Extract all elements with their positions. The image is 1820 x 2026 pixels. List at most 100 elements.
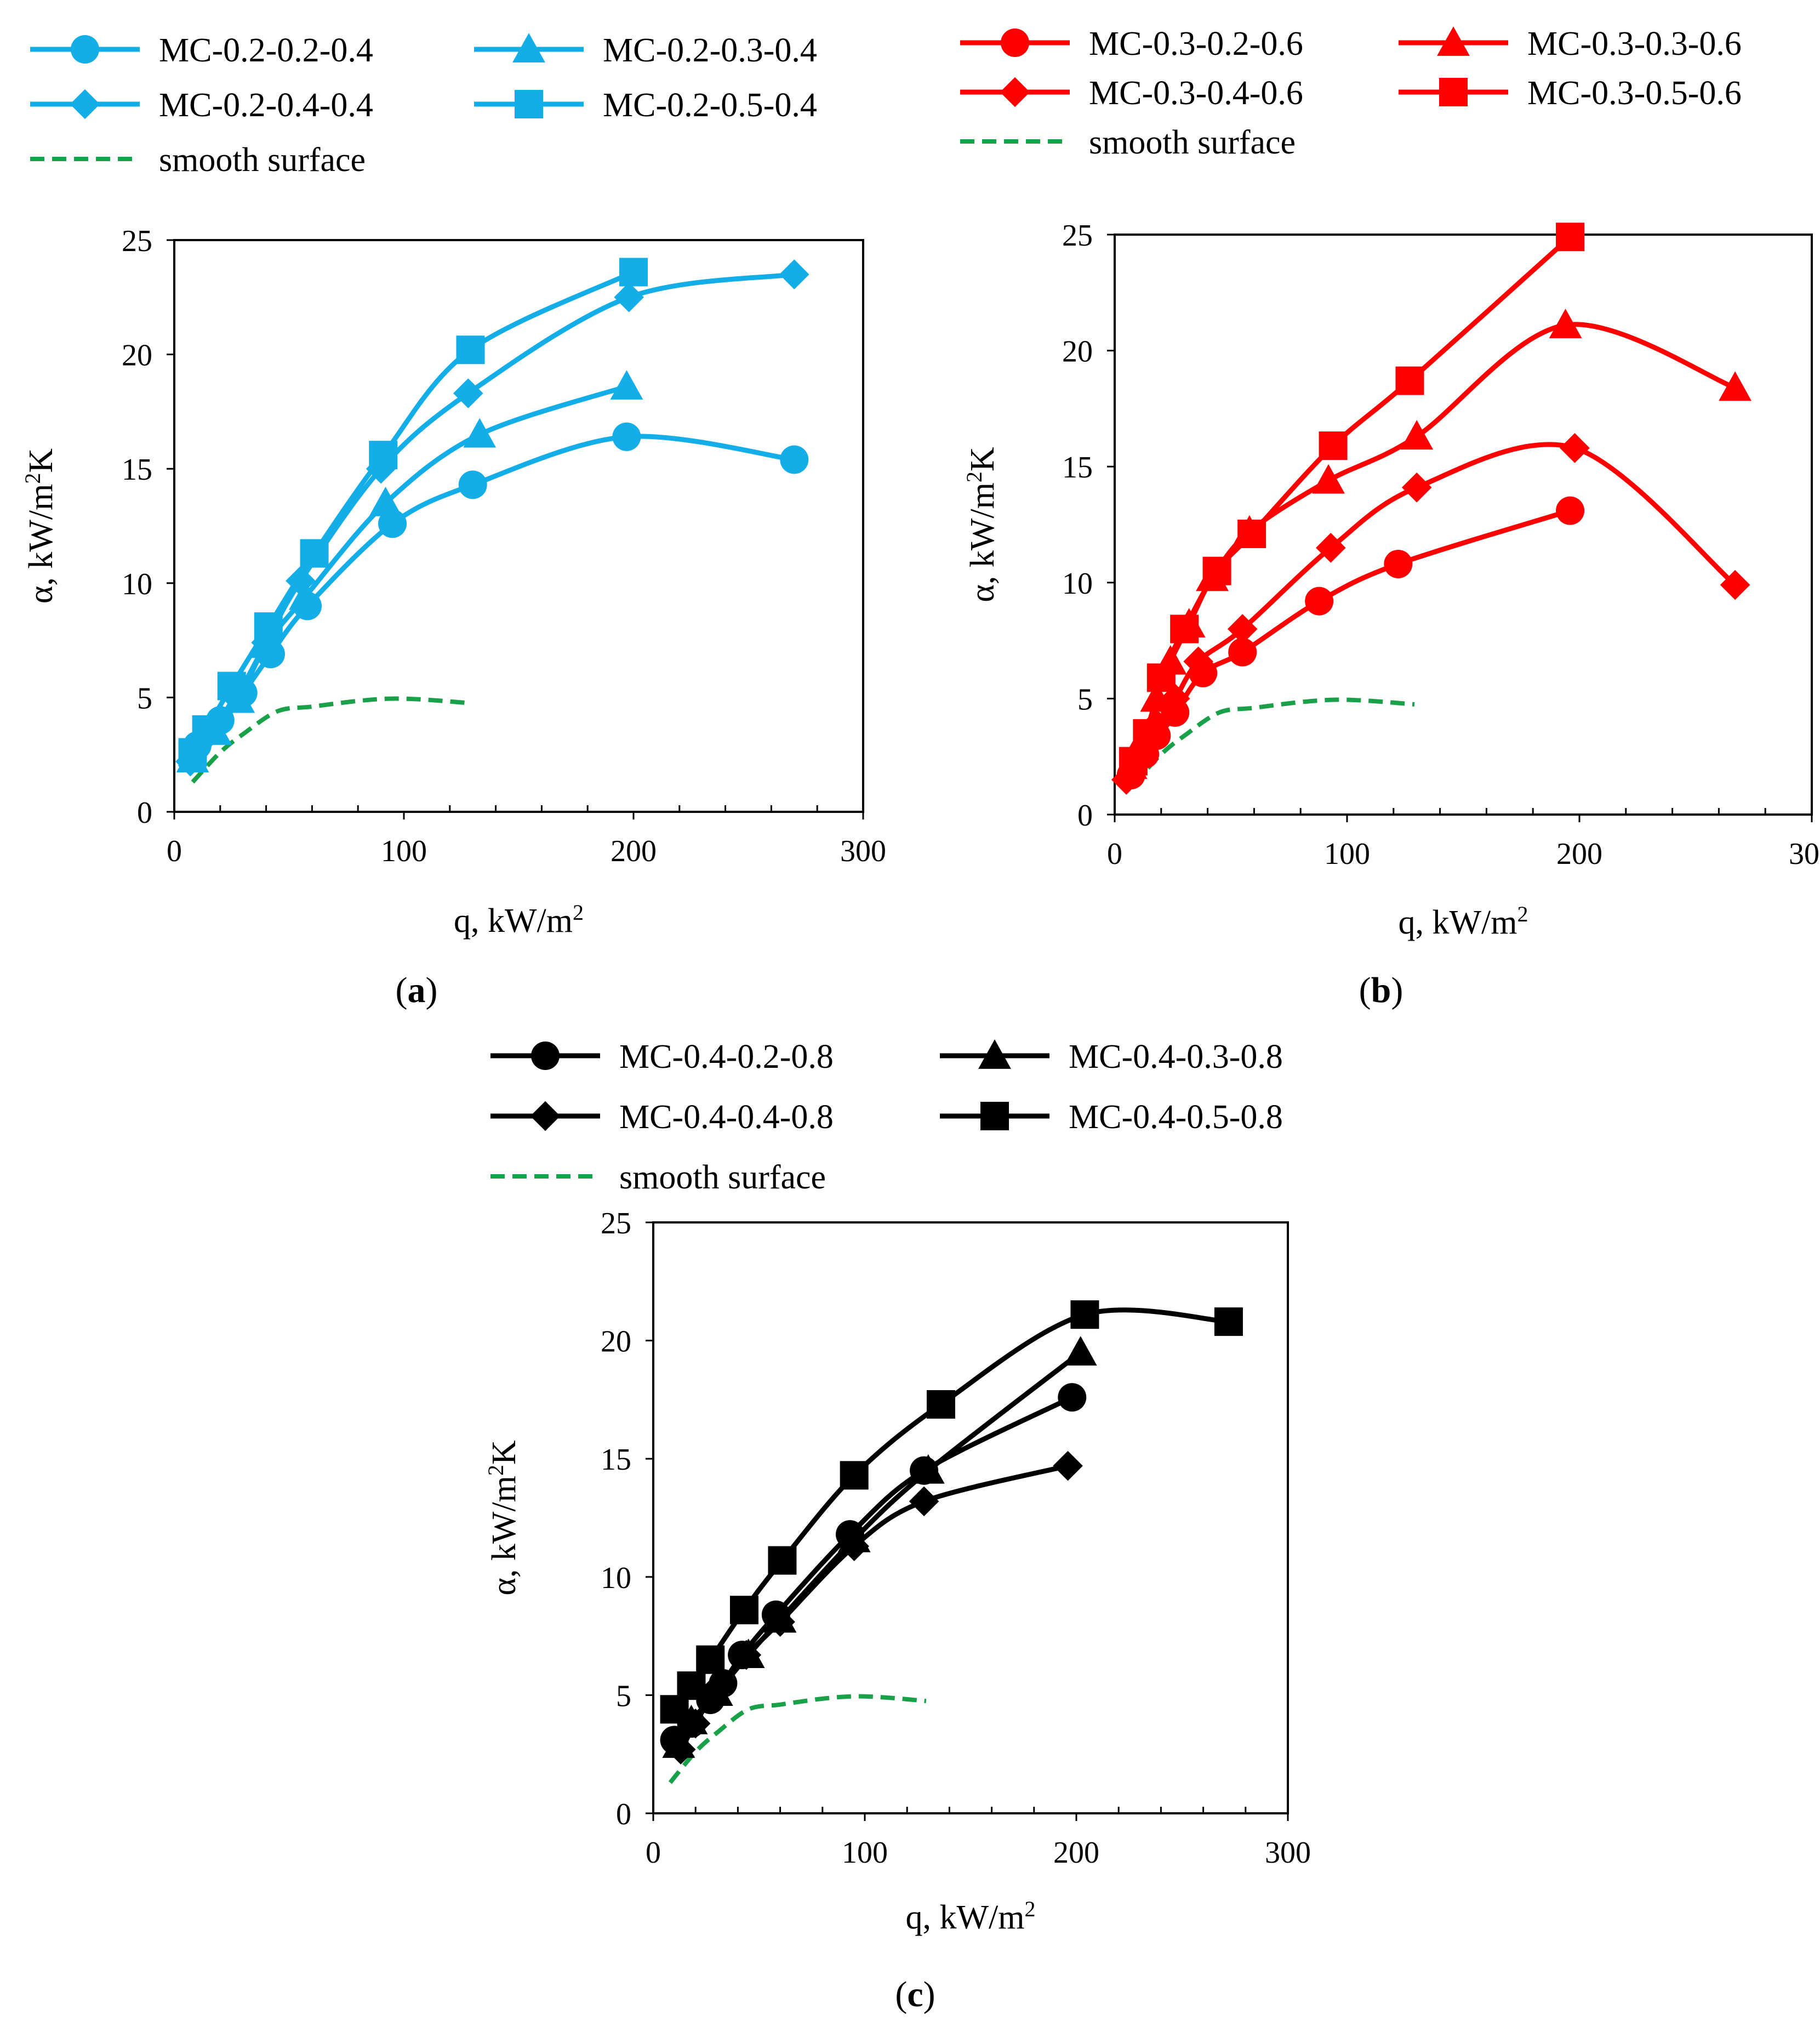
data-point — [1401, 472, 1432, 503]
axis-ticks: 0 100 200 300 0 5 10 15 20 25 — [601, 1207, 1311, 1870]
y-tick-label: 15 — [122, 453, 152, 487]
data-point — [288, 580, 322, 610]
data-point — [677, 1671, 706, 1700]
y-tick-label: 25 — [601, 1207, 631, 1240]
axis-ticks: 0 100 200 300 0 5 10 15 20 25 — [1062, 219, 1820, 871]
legend-label: MC-0.3-0.5-0.6 — [1527, 75, 1742, 112]
data-point — [1400, 420, 1434, 450]
x-tick-label: 0 — [646, 1836, 661, 1870]
data-point — [1556, 496, 1585, 525]
legend-label: MC-0.4-0.5-0.8 — [1069, 1099, 1283, 1136]
data-point — [217, 671, 246, 701]
y-tick-label: 0 — [616, 1797, 631, 1831]
data-point — [1119, 747, 1148, 776]
legend-label: MC-0.4-0.4-0.8 — [619, 1099, 834, 1136]
x-tick-label: 300 — [840, 834, 886, 868]
y-axis-label: α, kW/m2K — [20, 448, 60, 604]
data-point — [1202, 556, 1231, 585]
legend-item: MC-0.2-0.5-0.4 — [474, 87, 817, 124]
y-tick-label: 5 — [1077, 682, 1093, 716]
x-tick-label: 300 — [1789, 837, 1820, 871]
y-tick-label: 10 — [601, 1561, 631, 1595]
legend-marker — [1437, 26, 1470, 56]
data-point — [731, 1640, 762, 1670]
legend-label: smooth surface — [619, 1159, 826, 1196]
data-point — [1053, 1450, 1083, 1481]
data-point — [458, 470, 487, 499]
x-tick-label: 0 — [1107, 837, 1122, 871]
plot-area-frame — [173, 239, 864, 813]
data-point — [1312, 464, 1345, 494]
data-point — [1227, 614, 1258, 644]
data-point — [696, 1645, 725, 1674]
data-point — [1214, 1307, 1243, 1336]
data-point — [453, 378, 483, 408]
x-tick-label: 0 — [167, 834, 182, 868]
panel-c: 0 100 200 300 0 5 10 15 20 25 q, kW/m2 α, kW/m2K MC-… — [483, 1038, 1311, 2014]
series-MC-0.4-0.4-0.8 — [665, 1450, 1083, 1765]
data-point — [1316, 533, 1346, 563]
panel-caption: (a) — [396, 970, 438, 1010]
panel-a: 0 100 200 300 0 5 10 15 20 25 q, kW/m2 α, kW/m2K MC-… — [20, 32, 886, 1010]
y-axis-label: α, kW/m2K — [483, 1440, 523, 1595]
data-point — [665, 1734, 696, 1765]
series-MC-0.3-0.5-0.6 — [1119, 223, 1585, 776]
data-point — [1384, 549, 1413, 578]
data-point — [701, 1673, 732, 1703]
legend-item: MC-0.3-0.4-0.6 — [960, 75, 1303, 112]
legend-marker — [70, 89, 100, 119]
data-point — [729, 1596, 758, 1625]
panel-caption: (b) — [1359, 970, 1403, 1010]
series-MC-0.4-0.5-0.8 — [660, 1300, 1243, 1724]
legend-marker — [530, 1101, 561, 1131]
x-tick-label: 200 — [1053, 1836, 1099, 1870]
data-point — [779, 259, 809, 289]
legend-label: MC-0.2-0.5-0.4 — [603, 87, 817, 124]
x-tick-label: 300 — [1265, 1836, 1311, 1870]
data-point — [1720, 570, 1750, 600]
legend-marker — [531, 1042, 560, 1070]
data-point — [909, 1486, 939, 1517]
plot-area-frame — [652, 1221, 1289, 1814]
y-tick-label: 15 — [601, 1443, 631, 1477]
x-tick-label: 200 — [1556, 837, 1602, 871]
x-axis-label: q, kW/m2 — [454, 900, 584, 940]
data-point — [1395, 366, 1424, 395]
legend: MC-0.4-0.2-0.8 MC-0.4-0.3-0.8 MC-0.4-0.4-0… — [490, 1038, 1283, 1196]
data-point — [1183, 646, 1213, 676]
legend: MC-0.3-0.2-0.6 MC-0.3-0.3-0.6 MC-0.3-0.4-0… — [960, 25, 1742, 161]
data-point — [1146, 663, 1176, 692]
smooth-surface-line — [1131, 697, 1415, 786]
legend-marker — [980, 1102, 1009, 1130]
data-point — [463, 418, 497, 448]
data-point — [1070, 1300, 1099, 1329]
legend-item: MC-0.3-0.2-0.6 — [960, 25, 1303, 62]
y-tick-label: 20 — [1062, 335, 1093, 369]
data-point — [369, 441, 398, 470]
legend-label: MC-0.4-0.2-0.8 — [619, 1038, 834, 1075]
data-point — [1556, 223, 1585, 252]
data-point — [840, 1461, 869, 1490]
data-point — [1549, 309, 1582, 338]
legend-item: MC-0.2-0.3-0.4 — [474, 32, 817, 69]
legend-label: MC-0.2-0.3-0.4 — [603, 32, 817, 69]
data-point — [456, 335, 485, 365]
panel-b: 0 100 200 300 0 5 10 15 20 25 q, kW/m2 α, kW/m2K MC-… — [960, 25, 1820, 1010]
legend-item: MC-0.4-0.3-0.8 — [940, 1038, 1283, 1075]
legend-item: MC-0.2-0.2-0.4 — [30, 32, 373, 69]
data-point — [614, 282, 644, 312]
data-point — [612, 422, 641, 451]
data-point — [1319, 431, 1348, 460]
data-point — [768, 1546, 797, 1575]
legend-item: MC-0.3-0.3-0.6 — [1399, 25, 1742, 62]
legend-item: MC-0.3-0.5-0.6 — [1399, 75, 1742, 112]
data-point — [926, 1390, 955, 1419]
plot-area-frame — [1114, 234, 1813, 816]
legend-label: MC-0.3-0.3-0.6 — [1527, 25, 1742, 62]
series-MC-0.2-0.5-0.4 — [178, 258, 648, 767]
y-tick-label: 5 — [137, 681, 152, 715]
data-point — [1111, 765, 1142, 795]
legend: MC-0.2-0.2-0.4 MC-0.2-0.3-0.4 MC-0.2-0.4-0… — [30, 32, 817, 179]
data-point — [765, 1607, 795, 1637]
